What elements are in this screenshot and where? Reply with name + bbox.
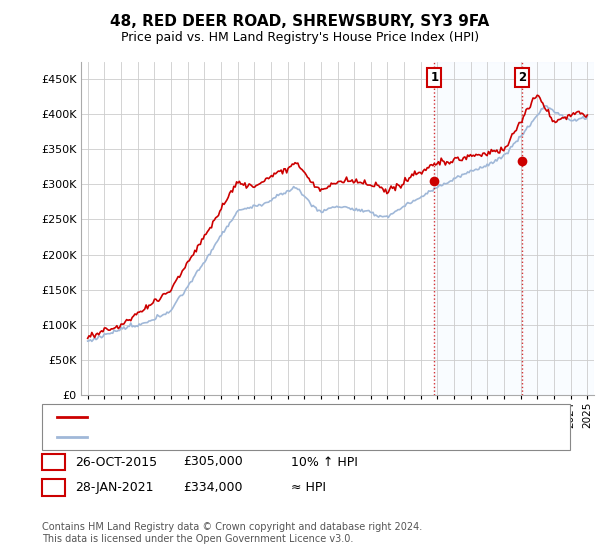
Text: £334,000: £334,000 — [183, 480, 242, 494]
Text: 2: 2 — [49, 480, 58, 494]
Text: 10% ↑ HPI: 10% ↑ HPI — [291, 455, 358, 469]
Text: 1: 1 — [49, 455, 58, 469]
Text: 28-JAN-2021: 28-JAN-2021 — [75, 480, 154, 494]
Text: £305,000: £305,000 — [183, 455, 243, 469]
Text: 2: 2 — [518, 71, 526, 84]
Text: Contains HM Land Registry data © Crown copyright and database right 2024.
This d: Contains HM Land Registry data © Crown c… — [42, 522, 422, 544]
Text: 26-OCT-2015: 26-OCT-2015 — [75, 455, 157, 469]
Bar — [434, 62, 594, 395]
Text: HPI: Average price, detached house, Shropshire: HPI: Average price, detached house, Shro… — [93, 432, 359, 442]
Text: 1: 1 — [430, 71, 439, 84]
Text: 48, RED DEER ROAD, SHREWSBURY, SY3 9FA: 48, RED DEER ROAD, SHREWSBURY, SY3 9FA — [110, 14, 490, 29]
Text: Price paid vs. HM Land Registry's House Price Index (HPI): Price paid vs. HM Land Registry's House … — [121, 31, 479, 44]
Text: ≈ HPI: ≈ HPI — [291, 480, 326, 494]
Text: 48, RED DEER ROAD, SHREWSBURY, SY3 9FA (detached house): 48, RED DEER ROAD, SHREWSBURY, SY3 9FA (… — [93, 412, 445, 422]
